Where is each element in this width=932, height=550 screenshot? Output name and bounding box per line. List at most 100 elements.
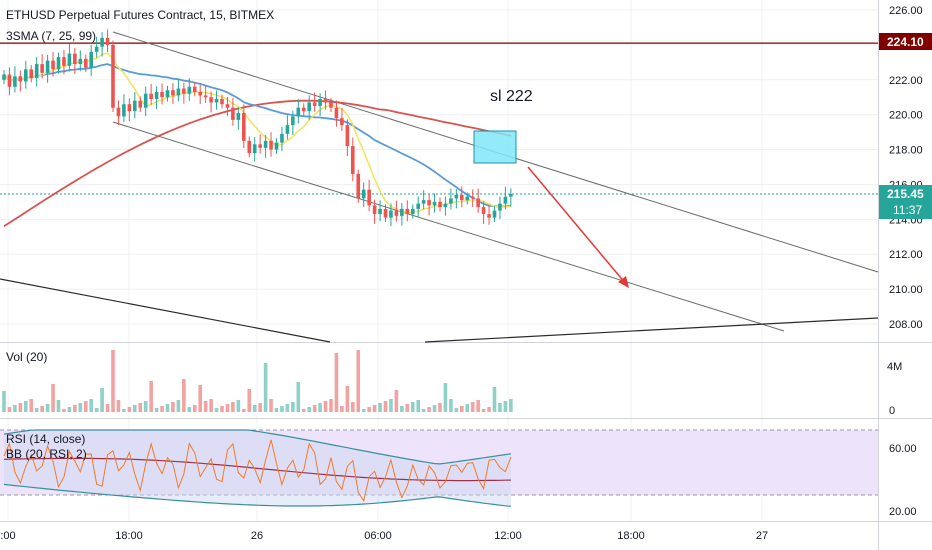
volume-bar xyxy=(476,400,480,412)
time-tick-label: :00 xyxy=(0,530,15,542)
time-axis[interactable]: :00 18:00 26 06:00 12:00 18:00 27 xyxy=(0,530,768,542)
candle-body xyxy=(476,198,480,208)
volume-bar xyxy=(361,409,366,412)
bar-countdown-label: 11:37 xyxy=(893,203,922,217)
sma-legend[interactable]: 3SMA (7, 25, 99) xyxy=(6,29,97,43)
volume-bar xyxy=(252,405,257,412)
candle-body xyxy=(51,60,55,70)
candle-body xyxy=(40,64,44,73)
candle-body xyxy=(24,69,28,82)
price-tick-label: 208.00 xyxy=(889,319,923,331)
long-trend-line-down[interactable] xyxy=(0,278,331,343)
volume-bar xyxy=(345,386,350,412)
volume-bar xyxy=(242,409,246,412)
candle-body xyxy=(78,58,83,65)
time-tick-label: 12:00 xyxy=(494,530,522,542)
volume-bar xyxy=(498,403,502,412)
candle-body xyxy=(138,100,143,108)
price-tick-label: 226.00 xyxy=(889,5,923,17)
volume-bar xyxy=(29,399,34,412)
rsi-legend[interactable]: RSI (14, close) xyxy=(6,432,86,446)
rsi-axis-tick-60: 60.00 xyxy=(889,443,917,455)
volume-bar xyxy=(329,399,333,412)
volume-bar xyxy=(94,408,99,412)
sma-99-line xyxy=(3,99,512,228)
candle-body xyxy=(133,100,137,112)
volume-bar xyxy=(454,408,459,412)
volume-bar xyxy=(231,402,235,412)
projection-arrow-head xyxy=(618,276,629,288)
candle-body xyxy=(383,208,388,218)
volume-bar xyxy=(182,379,186,412)
candle-body xyxy=(410,208,415,215)
price-tick-label: 212.00 xyxy=(889,249,923,261)
candle-body xyxy=(56,57,61,70)
candle-body xyxy=(509,194,513,197)
candle-body xyxy=(291,116,295,126)
volume-bar xyxy=(45,404,50,412)
volume-bar xyxy=(367,407,371,412)
channel-lower-line[interactable] xyxy=(112,121,785,332)
candle-body xyxy=(361,189,366,199)
projection-arrow[interactable] xyxy=(527,166,627,285)
price-axis[interactable]: 226.00224.00222.00220.00218.00216.00214.… xyxy=(889,5,923,331)
candle-body xyxy=(242,112,246,141)
volume-bar xyxy=(225,404,230,412)
candle-body xyxy=(89,51,93,68)
volume-bar xyxy=(214,408,219,412)
last-price-tag xyxy=(879,185,932,219)
volume-bar xyxy=(340,406,344,412)
candle-body xyxy=(367,189,371,206)
volume-bar xyxy=(176,400,181,412)
sma-7-line xyxy=(3,52,511,214)
candle-body xyxy=(165,90,170,98)
target-zone-box[interactable] xyxy=(473,130,517,164)
candle-body xyxy=(2,74,6,80)
candle-body xyxy=(247,140,252,154)
volume-bar xyxy=(296,382,301,412)
candle-body xyxy=(454,194,459,199)
candle-body xyxy=(236,112,241,120)
candle-body xyxy=(427,200,431,206)
volume-bar xyxy=(274,408,279,412)
volume-legend[interactable]: Vol (20) xyxy=(6,350,48,364)
candle-body xyxy=(307,102,311,112)
candle-body xyxy=(487,214,491,218)
volume-bar xyxy=(269,399,273,412)
rsi-bollinger-upper xyxy=(3,429,511,465)
chart-title: ETHUSD Perpetual Futures Contract, 15, B… xyxy=(6,8,275,22)
candle-body xyxy=(67,53,72,66)
volume-bar xyxy=(89,399,93,412)
candle-body xyxy=(443,203,448,208)
candle-body xyxy=(225,104,230,108)
volume-bar xyxy=(307,407,311,412)
volume-bar xyxy=(383,401,388,412)
candle-body xyxy=(416,203,420,209)
volume-bar xyxy=(149,381,153,412)
candle-body xyxy=(312,102,317,106)
bollinger-legend[interactable]: BB (20, RSI, 2) xyxy=(6,447,87,461)
long-trend-line-up[interactable] xyxy=(424,317,879,343)
volume-bar xyxy=(372,405,377,412)
candle-body xyxy=(154,91,159,99)
candle-body xyxy=(405,208,410,215)
candle-body xyxy=(83,58,88,68)
candle-body xyxy=(182,88,186,94)
sma-25-line xyxy=(3,63,512,208)
price-tick-label: 220.00 xyxy=(889,110,923,122)
volume-bar xyxy=(209,399,213,412)
stop-loss-annotation[interactable]: sl 222 xyxy=(490,88,533,105)
candle-body xyxy=(187,86,192,94)
volume-bar xyxy=(400,406,404,412)
candles-group xyxy=(2,29,513,227)
candle-body xyxy=(345,125,350,147)
candle-body xyxy=(34,64,39,79)
candle-body xyxy=(378,208,382,215)
candle-body xyxy=(465,196,470,201)
volume-bar xyxy=(24,401,28,412)
candle-body xyxy=(198,91,202,96)
volume-bar xyxy=(356,350,361,412)
candle-body xyxy=(400,208,404,216)
volume-bar xyxy=(263,363,268,412)
